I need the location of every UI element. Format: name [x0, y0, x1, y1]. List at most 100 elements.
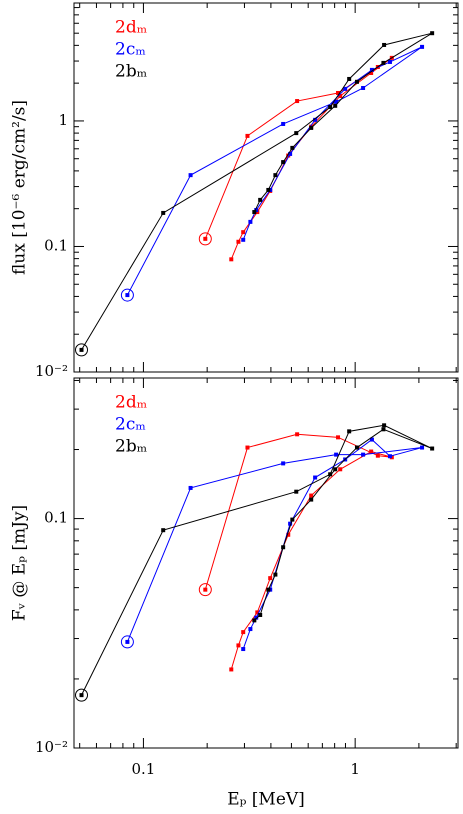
marker: [336, 435, 341, 440]
y-tick-label: 0.1: [44, 509, 68, 527]
marker: [328, 472, 333, 477]
marker: [161, 210, 166, 215]
marker-ring: [120, 635, 134, 649]
y-tick-label: 10⁻²: [35, 362, 68, 380]
marker: [354, 79, 359, 84]
marker: [241, 630, 246, 635]
marker: [236, 239, 241, 244]
y-axis-label: flux [10⁻⁶ erg/cm²/s]: [10, 100, 30, 275]
marker: [245, 445, 250, 450]
marker: [236, 643, 241, 648]
marker: [430, 31, 435, 36]
legend-entry: 2dₘ: [115, 18, 147, 38]
series-line: [204, 433, 392, 670]
legend-entry: 2bₘ: [115, 437, 147, 457]
x-axis-label: Eₚ [MeV]: [227, 790, 305, 810]
marker: [309, 497, 314, 502]
marker-ring: [198, 583, 212, 597]
plot-frame: [73, 2, 459, 373]
marker: [387, 454, 392, 459]
marker: [268, 576, 273, 581]
marker: [420, 44, 425, 49]
marker: [252, 210, 257, 215]
marker: [288, 521, 293, 526]
marker: [258, 197, 263, 202]
marker-ring: [120, 288, 134, 302]
marker-ring: [198, 232, 212, 246]
marker: [241, 230, 246, 235]
marker: [328, 105, 333, 110]
marker: [241, 237, 246, 242]
marker: [420, 445, 425, 450]
marker: [309, 125, 314, 130]
marker: [382, 42, 387, 47]
marker: [188, 485, 193, 490]
series-line: [126, 438, 423, 650]
marker: [288, 151, 293, 156]
marker: [309, 493, 314, 498]
marker: [369, 437, 374, 442]
marker: [203, 587, 208, 592]
x-tick-label: 0.1: [131, 760, 155, 778]
y-tick-label: 1: [58, 111, 68, 129]
plot-area: [75, 31, 435, 357]
marker: [241, 647, 246, 652]
legend-entry: 2cₘ: [115, 40, 146, 60]
marker: [229, 257, 234, 262]
marker: [381, 60, 386, 65]
marker: [338, 467, 343, 472]
marker: [290, 517, 295, 522]
marker: [381, 427, 386, 432]
marker: [334, 452, 339, 457]
marker: [281, 160, 286, 165]
plot-area: [75, 423, 435, 702]
marker: [387, 59, 392, 64]
marker: [252, 618, 257, 623]
marker: [347, 429, 352, 434]
marker: [369, 449, 374, 454]
marker: [255, 610, 260, 615]
marker: [336, 90, 341, 95]
marker: [266, 587, 271, 592]
marker: [369, 67, 374, 72]
marker: [294, 131, 299, 136]
plot-frame: [73, 377, 459, 749]
marker: [295, 432, 300, 437]
legend-entry: 2bₘ: [115, 62, 147, 82]
marker: [281, 121, 286, 126]
y-tick-label: 0.1: [44, 236, 68, 254]
marker: [203, 236, 208, 241]
marker: [347, 76, 352, 81]
marker: [188, 173, 193, 178]
marker: [313, 117, 318, 122]
marker: [375, 453, 380, 458]
marker: [281, 461, 286, 466]
marker: [248, 627, 253, 632]
x-tick-label: 1: [350, 760, 360, 778]
marker: [369, 70, 374, 75]
marker: [254, 615, 259, 620]
legend-entry: 2dₘ: [115, 393, 147, 413]
marker: [266, 187, 271, 192]
marker: [229, 667, 234, 672]
marker-ring: [75, 688, 89, 702]
marker: [79, 347, 84, 352]
marker: [294, 489, 299, 494]
marker: [245, 133, 250, 138]
marker: [281, 545, 286, 550]
marker: [333, 103, 338, 108]
series-line: [126, 46, 423, 296]
marker: [273, 572, 278, 577]
marker: [382, 423, 387, 428]
marker: [295, 99, 300, 104]
marker: [354, 445, 359, 450]
series-line: [81, 424, 433, 696]
marker: [125, 639, 130, 644]
y-tick-label: 10⁻²: [35, 738, 68, 756]
marker: [273, 173, 278, 178]
marker: [338, 94, 343, 99]
marker: [79, 693, 84, 698]
marker: [361, 85, 366, 90]
marker: [343, 86, 348, 91]
